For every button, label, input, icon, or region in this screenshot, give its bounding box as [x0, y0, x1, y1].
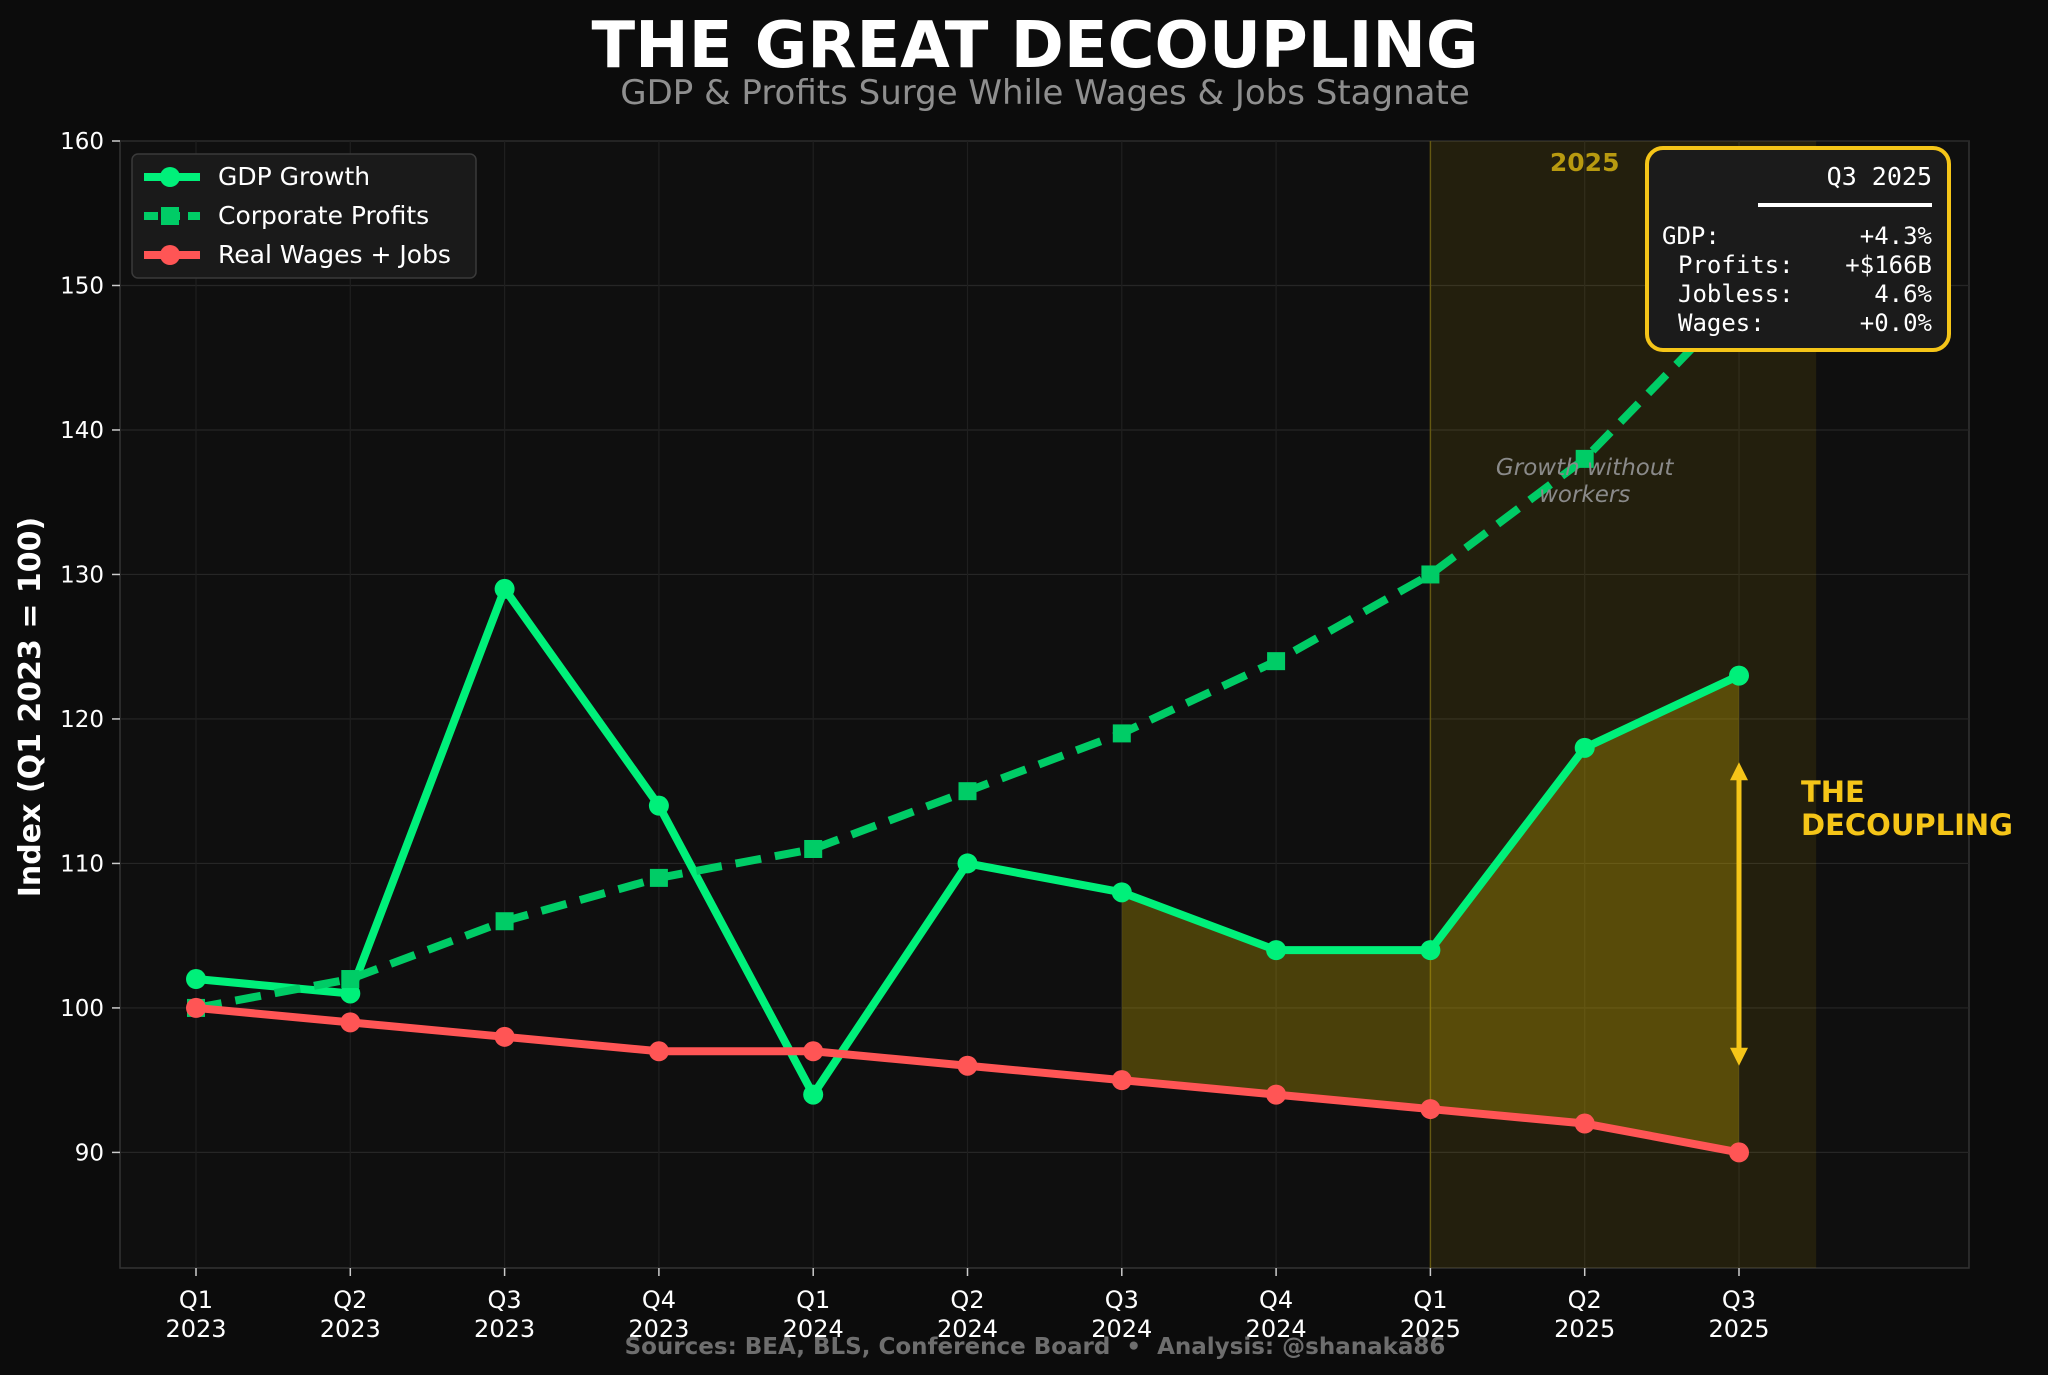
data-point-gdp-growth — [494, 578, 515, 599]
x-tick-label-quarter: Q1 — [179, 1286, 213, 1314]
data-point-gdp-growth — [1729, 665, 1749, 686]
legend-box — [131, 153, 477, 279]
data-point-corporate-profits — [649, 868, 668, 887]
y-tick-label: 110 — [60, 851, 104, 877]
x-tick-label-year: 2023 — [320, 1315, 381, 1343]
y-tick-label: 100 — [60, 996, 104, 1022]
x-tick-label-year: 2024 — [1091, 1315, 1152, 1343]
data-point-corporate-profits — [958, 782, 977, 801]
x-tick-label-quarter: Q1 — [1413, 1286, 1447, 1314]
decoupling-gap-fill — [1121, 675, 1739, 1153]
data-point-gdp-growth — [1420, 940, 1441, 961]
x-tick-label-year: 2024 — [937, 1315, 998, 1343]
data-point-real-wages-jobs — [803, 1041, 824, 1062]
data-point-corporate-profits — [1575, 449, 1594, 468]
legend-marker-corporate-profits — [161, 207, 179, 225]
data-point-real-wages-jobs — [340, 1012, 361, 1033]
x-tick-label-quarter: Q2 — [333, 1286, 367, 1314]
x-tick-label-quarter: Q2 — [1568, 1286, 1602, 1314]
chart-title: THE GREAT DECOUPLING — [591, 9, 1478, 83]
y-tick-label: 140 — [60, 418, 104, 444]
x-tick-label-year: 2023 — [474, 1315, 535, 1343]
x-tick-label-quarter: Q2 — [950, 1286, 984, 1314]
data-point-gdp-growth — [1111, 882, 1132, 903]
info-box-row-label: GDP: — [1662, 222, 1720, 250]
info-box-row-value: +$166B — [1845, 251, 1932, 279]
data-point-gdp-growth — [648, 795, 669, 816]
highlight-region-label: 2025 — [1550, 148, 1620, 177]
info-box-row-value: +0.0% — [1860, 309, 1933, 337]
decoupling-arrow-head-up — [1730, 762, 1748, 781]
decoupling-arrow-head-down — [1730, 1047, 1748, 1066]
growth-note-line: Growth without — [1496, 455, 1675, 481]
legend-label-gdp-growth: GDP Growth — [218, 162, 370, 191]
legend-marker-real-wages-jobs — [160, 245, 180, 265]
data-point-gdp-growth — [1266, 940, 1287, 961]
data-point-gdp-growth — [1574, 737, 1595, 758]
data-point-real-wages-jobs — [186, 997, 206, 1018]
info-box-row-value: 4.6% — [1874, 280, 1932, 308]
x-tick-label-year: 2024 — [1246, 1315, 1307, 1343]
info-box-row-value: +4.3% — [1860, 222, 1933, 250]
data-point-real-wages-jobs — [1574, 1113, 1595, 1134]
y-axis-label: Index (Q1 2023 = 100) — [13, 517, 48, 898]
x-tick-label-year: 2025 — [1400, 1315, 1461, 1343]
decoupling-label-line: DECOUPLING — [1801, 808, 2013, 842]
x-tick-label-year: 2025 — [1708, 1315, 1769, 1343]
x-tick-label-quarter: Q1 — [796, 1286, 830, 1314]
y-tick-label: 120 — [60, 707, 104, 733]
legend-marker-gdp-growth — [160, 167, 180, 187]
data-point-corporate-profits — [1112, 724, 1131, 743]
data-point-real-wages-jobs — [957, 1055, 978, 1076]
data-point-corporate-profits — [341, 970, 360, 989]
y-tick-label: 160 — [60, 129, 104, 155]
data-point-real-wages-jobs — [1266, 1084, 1287, 1105]
x-tick-label-year: 2025 — [1554, 1315, 1615, 1343]
growth-note-line: workers — [1539, 482, 1630, 508]
x-tick-label-quarter: Q3 — [488, 1286, 522, 1314]
data-point-real-wages-jobs — [1420, 1099, 1441, 1120]
data-point-gdp-growth — [803, 1084, 824, 1105]
footer-sources: Sources: BEA, BLS, Conference Board • An… — [625, 1334, 1446, 1360]
data-point-corporate-profits — [804, 839, 823, 858]
data-point-real-wages-jobs — [1111, 1070, 1132, 1091]
info-box-row-label: Profits: — [1678, 251, 1794, 279]
info-box-title: Q3 2025 — [1827, 162, 1932, 191]
y-tick-label: 90 — [75, 1140, 104, 1166]
data-point-real-wages-jobs — [494, 1026, 515, 1047]
legend-label-real-wages-jobs: Real Wages + Jobs — [218, 240, 451, 269]
data-point-corporate-profits — [495, 912, 514, 931]
info-box-row-label: Jobless: — [1678, 280, 1794, 308]
x-tick-label-quarter: Q3 — [1105, 1286, 1139, 1314]
data-point-gdp-growth — [186, 969, 206, 990]
x-tick-label-quarter: Q4 — [1259, 1286, 1293, 1314]
x-tick-label-year: 2023 — [628, 1315, 689, 1343]
data-point-corporate-profits — [1421, 565, 1440, 584]
x-tick-label-quarter: Q3 — [1722, 1286, 1756, 1314]
data-point-real-wages-jobs — [1729, 1142, 1749, 1163]
data-point-real-wages-jobs — [648, 1041, 669, 1062]
decoupling-label-line: THE — [1801, 775, 1865, 809]
data-point-gdp-growth — [340, 983, 361, 1004]
info-box-row-label: Wages: — [1678, 309, 1765, 337]
x-tick-label-year: 2023 — [165, 1315, 226, 1343]
y-tick-label: 130 — [60, 562, 104, 588]
y-tick-label: 150 — [60, 273, 104, 299]
data-point-gdp-growth — [957, 853, 978, 874]
legend-label-corporate-profits: Corporate Profits — [218, 201, 429, 230]
chart-subtitle: GDP & Profits Surge While Wages & Jobs S… — [620, 73, 1470, 113]
x-tick-label-year: 2024 — [783, 1315, 844, 1343]
info-box — [1645, 146, 1951, 352]
data-point-corporate-profits — [1267, 652, 1286, 671]
x-tick-label-quarter: Q4 — [642, 1286, 676, 1314]
